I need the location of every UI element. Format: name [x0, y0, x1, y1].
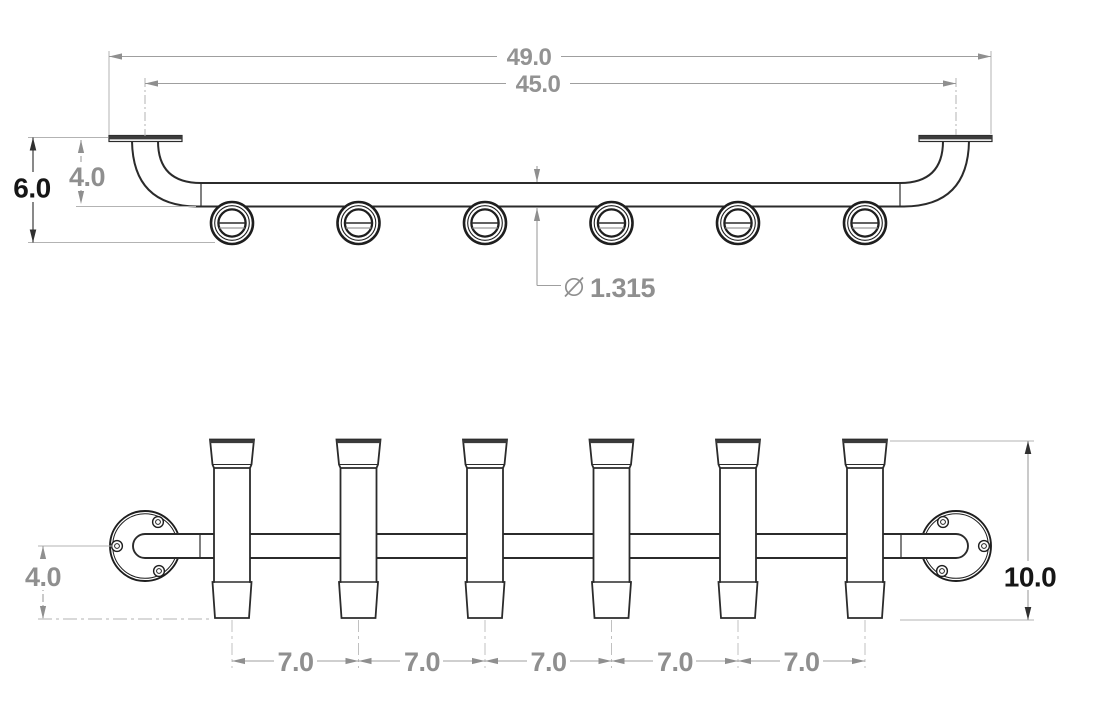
rod-ring — [209, 200, 255, 246]
holder-height-label: 10.0 — [1004, 562, 1057, 593]
dimension-tube-diameter: 1.315 — [533, 166, 656, 303]
holder-spacing-label: 7.0 — [530, 647, 566, 677]
flange-screw-hole — [110, 515, 166, 578]
dimension-overall-length: 49.0 — [108, 43, 992, 135]
front-view: 4.0 10.0 — [24, 437, 1057, 677]
rod-ring — [842, 200, 888, 246]
rail-tube-outline — [130, 140, 971, 208]
dimension-drop-top: 4.0 — [67, 140, 196, 207]
dimension-holder-spacing: 7.0 7.0 7.0 7.0 7.0 — [232, 647, 865, 677]
mount-spacing-label: 45.0 — [516, 71, 561, 98]
rod-tube — [461, 437, 509, 620]
overall-length-label: 49.0 — [507, 44, 552, 71]
holder-spacing-label: 7.0 — [277, 647, 313, 677]
top-view: 49.0 45.0 6.0 4.0 — [13, 43, 993, 303]
rod-ring — [589, 200, 634, 246]
holder-spacing-label: 7.0 — [404, 647, 440, 677]
drop-height-label-front: 4.0 — [25, 562, 61, 592]
rod-tube — [841, 437, 889, 620]
rod-tube — [334, 437, 383, 620]
dimension-mount-spacing: 45.0 — [144, 70, 957, 136]
holder-spacing-label: 7.0 — [657, 647, 693, 677]
rod-ring — [336, 200, 381, 246]
rod-ring — [715, 200, 761, 246]
dimension-overall-height: 6.0 — [13, 137, 215, 243]
mount-flange-plate-left — [108, 134, 183, 143]
overall-height-label: 6.0 — [13, 173, 50, 204]
holder-spacing-label: 7.0 — [783, 647, 819, 677]
rod-tube — [208, 437, 256, 620]
drop-height-label-top: 4.0 — [69, 162, 105, 192]
rod-ring — [462, 200, 508, 246]
rod-tube — [587, 437, 636, 620]
flange-screw-hole — [935, 515, 991, 578]
rail-tube-front — [132, 533, 969, 559]
mount-flange-plate-right — [918, 134, 993, 143]
rod-tube — [714, 437, 762, 620]
tube-diameter-label: 1.315 — [590, 273, 656, 303]
diameter-symbol-icon — [564, 276, 584, 298]
dimension-drop-front: 4.0 — [24, 545, 213, 620]
dimension-holder-height: 10.0 — [890, 440, 1057, 621]
